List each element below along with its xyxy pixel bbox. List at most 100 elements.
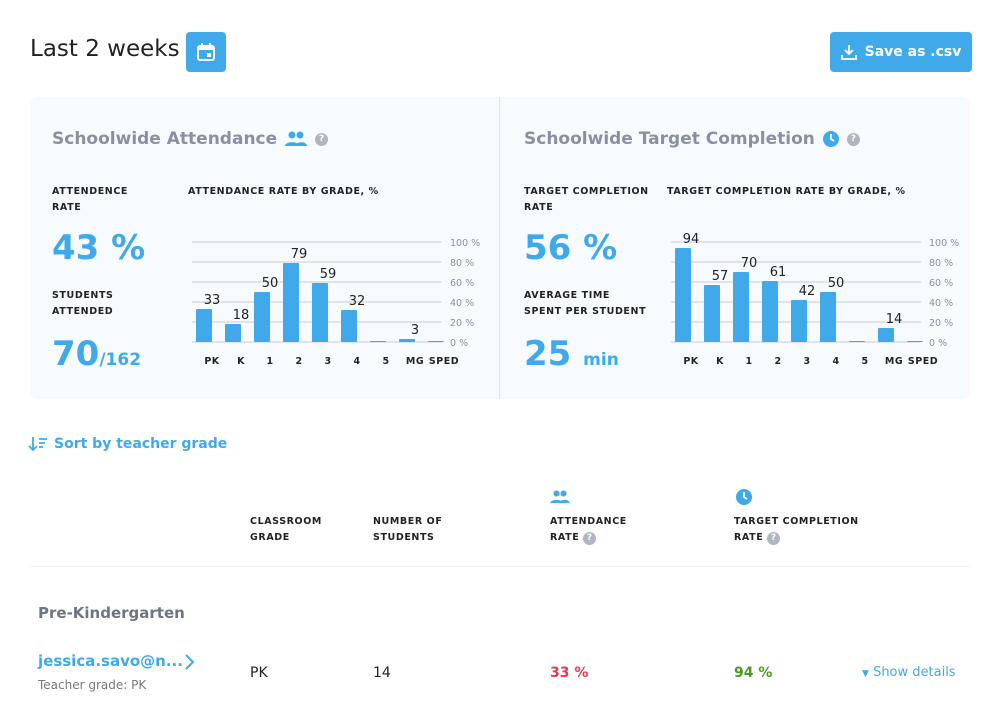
bar-SPED [428,341,444,342]
col-number-students: NUMBER OF STUDENTS [373,516,443,543]
x-tick-label: 4 [353,356,360,367]
attendance-section-title: Schoolwide Attendance ? [52,129,329,149]
data-label: 32 [349,294,366,309]
sort-label: Sort by teacher grade [54,436,228,452]
header-divider [30,566,970,567]
download-icon [840,45,857,60]
data-label: 3 [411,323,419,338]
avg-time-value: 25 min [524,334,619,374]
x-tick-label: PK [204,356,219,367]
teacher-grade: Teacher grade: PK [38,678,147,692]
bar-SPED [907,341,923,342]
clock-icon [736,489,752,505]
x-tick-label: 1 [745,356,752,367]
data-label: 61 [770,265,787,280]
attendance-rate-value: 43 % [52,228,146,268]
target-section-title: Schoolwide Target Completion ? [524,129,860,149]
y-tick-label: 40 % [929,298,953,309]
bar-5 [370,341,386,342]
data-label: 79 [291,247,308,262]
chevron-right-icon[interactable] [184,653,196,671]
bar-3 [312,283,328,342]
show-details-button[interactable]: ▼ Show details [862,665,956,680]
data-label: 70 [741,256,758,271]
teacher-link[interactable]: jessica.savo@n... [38,652,183,670]
bar-PK [196,309,212,342]
help-icon[interactable]: ? [583,532,597,545]
y-tick-label: 60 % [450,278,474,289]
card-divider [499,97,500,399]
x-tick-label: K [237,356,245,367]
x-tick-label: 3 [324,356,331,367]
target-rate-value: 56 % [524,228,618,268]
y-tick-label: 100 % [450,238,480,249]
x-tick-label: 2 [774,356,781,367]
y-tick-label: 80 % [450,258,474,269]
page-title: Last 2 weeks [30,36,180,62]
cell-target: 94 % [734,665,773,681]
y-tick-label: 20 % [450,318,474,329]
x-tick-label: 1 [266,356,273,367]
data-label: 14 [886,312,903,327]
bar-1 [733,272,749,342]
bar-MG [878,328,894,342]
data-label: 33 [204,293,221,308]
group-heading: Pre-Kindergarten [38,604,185,622]
chart-title: TARGET COMPLETION RATE BY GRADE, % [667,186,906,197]
x-tick-label: 2 [295,356,302,367]
target-chart: 100 % 80 % 60 % 40 % 20 % 0 % 94 PK 57 K 70 1 61 2 42 3… [671,232,959,367]
x-tick-label: 3 [803,356,810,367]
data-label: 94 [683,232,700,247]
students-attended-label: STUDENTS ATTENDED [52,290,114,317]
calendar-icon [197,43,215,61]
cell-grade: PK [250,665,268,681]
bar-2 [762,281,778,342]
save-csv-label: Save as .csv [864,44,962,60]
attendance-title: Schoolwide Attendance [52,129,278,149]
col-target-rate: TARGET COMPLETION RATE ? [734,516,859,545]
bar-2 [283,263,299,342]
y-tick-label: 100 % [929,238,959,249]
target-rate-label: TARGET COMPLETION RATE [524,186,649,213]
y-tick-label: 80 % [929,258,953,269]
data-label: 57 [712,269,729,284]
y-tick-label: 40 % [450,298,474,309]
data-label: 59 [320,267,337,282]
bar-4 [820,292,836,342]
target-title: Schoolwide Target Completion [524,129,815,149]
cell-attendance: 33 % [550,665,589,681]
people-icon [285,131,308,146]
cell-students: 14 [373,665,391,681]
bar-5 [849,341,865,342]
calendar-button[interactable] [186,32,226,72]
attendance-rate-label: ATTENDENCE RATE [52,186,129,213]
help-icon[interactable]: ? [767,532,781,545]
x-tick-label: MG [885,356,903,367]
x-tick-label: K [716,356,724,367]
x-tick-label: MG [406,356,424,367]
help-icon[interactable]: ? [315,132,329,146]
x-tick-label: 5 [861,356,868,367]
bar-K [704,285,720,342]
col-classroom-grade: CLASSROOM GRADE [250,516,322,543]
col-attendance-rate: ATTENDANCE RATE ? [550,516,627,545]
bar-PK [675,248,691,342]
data-label: 50 [828,276,845,291]
students-attended-value: 70/162 [52,334,142,374]
x-tick-label: SPED [429,356,459,367]
caret-down-icon: ▼ [862,669,869,679]
data-label: 50 [262,276,279,291]
x-tick-label: PK [683,356,698,367]
sort-icon [28,437,47,452]
data-label: 18 [233,308,250,323]
help-icon[interactable]: ? [846,132,860,146]
x-tick-label: 4 [832,356,839,367]
summary-card [30,97,970,399]
sort-button[interactable]: Sort by teacher grade [28,436,227,452]
bar-MG [399,339,415,342]
x-tick-label: SPED [908,356,938,367]
save-csv-button[interactable]: Save as .csv [830,32,972,72]
chart-title: ATTENDANCE RATE BY GRADE, % [188,186,379,197]
x-tick-label: 5 [382,356,389,367]
y-tick-label: 60 % [929,278,953,289]
